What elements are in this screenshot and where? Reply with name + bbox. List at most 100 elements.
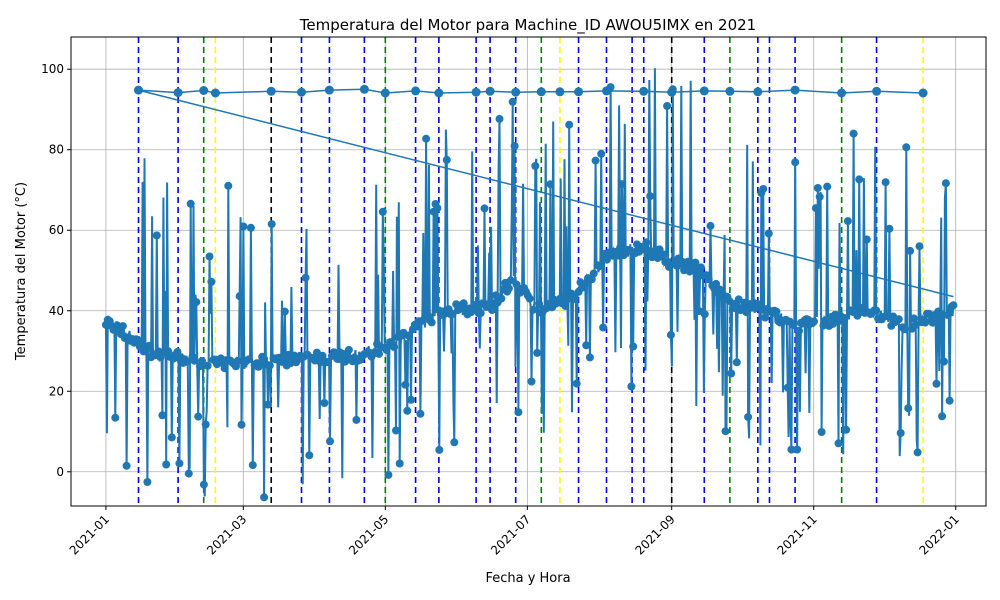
data-point <box>378 207 387 216</box>
y-tick-label: 20 <box>49 384 64 398</box>
data-point <box>495 114 504 123</box>
data-point <box>266 86 276 96</box>
data-point <box>448 310 457 318</box>
data-point <box>133 335 142 344</box>
data-point <box>182 357 191 366</box>
data-point <box>900 325 909 334</box>
y-tick-label: 100 <box>41 62 64 76</box>
data-point <box>704 275 713 284</box>
data-point <box>205 252 214 261</box>
data-point <box>659 250 668 259</box>
data-point <box>793 445 802 454</box>
data-point <box>316 358 325 367</box>
data-point <box>471 87 481 97</box>
data-point <box>531 162 540 170</box>
data-point <box>405 332 414 340</box>
data-point <box>514 408 523 417</box>
data-point <box>663 102 672 110</box>
data-point <box>934 307 943 316</box>
data-point <box>546 180 555 189</box>
data-point <box>480 204 489 213</box>
data-point <box>555 87 565 97</box>
data-point <box>416 409 425 418</box>
data-point <box>510 142 519 150</box>
data-point <box>667 87 677 97</box>
data-point <box>401 380 410 389</box>
data-point <box>678 257 687 266</box>
data-point <box>260 493 269 502</box>
data-point <box>885 224 894 233</box>
data-point <box>324 358 333 366</box>
data-point <box>941 179 950 188</box>
data-point <box>834 439 843 448</box>
data-point <box>697 263 705 272</box>
data-point <box>326 437 334 446</box>
data-point <box>190 356 199 365</box>
series <box>101 68 958 502</box>
plot-frame <box>70 36 987 507</box>
data-point <box>595 262 604 271</box>
data-point <box>938 412 947 421</box>
data-point <box>265 361 274 370</box>
data-point <box>853 311 862 320</box>
data-point <box>913 448 922 457</box>
data-point <box>699 86 709 96</box>
data-point <box>359 84 369 94</box>
data-point <box>111 413 120 422</box>
data-point <box>427 318 436 327</box>
data-point <box>837 88 847 98</box>
data-point <box>246 223 255 232</box>
data-point <box>384 470 393 479</box>
data-point <box>239 222 248 231</box>
data-point <box>627 382 636 391</box>
data-point <box>602 255 611 264</box>
data-point <box>220 364 229 373</box>
data-point <box>245 355 254 364</box>
data-point <box>574 87 584 97</box>
data-point <box>872 306 881 315</box>
data-point <box>320 399 329 407</box>
data-point <box>511 87 521 97</box>
data-point <box>764 229 773 238</box>
data-point <box>536 87 546 97</box>
data-point <box>237 420 246 429</box>
data-point <box>184 469 193 478</box>
data-point <box>175 459 184 468</box>
data-point <box>881 178 890 187</box>
y-tick-label: 40 <box>49 304 64 318</box>
data-point <box>504 284 513 293</box>
data-point <box>318 351 327 360</box>
data-point <box>565 120 574 129</box>
data-point <box>411 86 421 96</box>
data-point <box>203 361 212 370</box>
data-point <box>233 356 242 365</box>
data-point <box>210 88 220 98</box>
data-point <box>755 302 764 311</box>
data-point <box>488 306 496 314</box>
data-point <box>118 322 127 331</box>
data-point <box>158 411 167 420</box>
data-point <box>712 279 721 288</box>
data-point <box>344 345 353 354</box>
y-axis: 0 20 40 60 80 100 <box>41 62 71 479</box>
data-point <box>817 428 826 436</box>
data-point <box>199 480 208 489</box>
data-point <box>855 175 864 184</box>
data-point <box>918 88 928 98</box>
data-point <box>390 343 399 351</box>
data-point <box>199 86 209 95</box>
data-point <box>485 86 495 96</box>
y-tick-label: 0 <box>56 465 64 479</box>
data-point <box>599 323 608 332</box>
data-point <box>772 307 781 316</box>
data-point <box>883 312 892 321</box>
data-point <box>811 204 820 213</box>
data-point <box>207 277 216 286</box>
data-point <box>715 285 724 294</box>
data-point <box>791 158 800 167</box>
data-point <box>301 273 310 282</box>
data-point <box>442 155 451 164</box>
data-point <box>194 412 203 421</box>
data-point <box>810 317 818 326</box>
data-point <box>783 383 792 392</box>
